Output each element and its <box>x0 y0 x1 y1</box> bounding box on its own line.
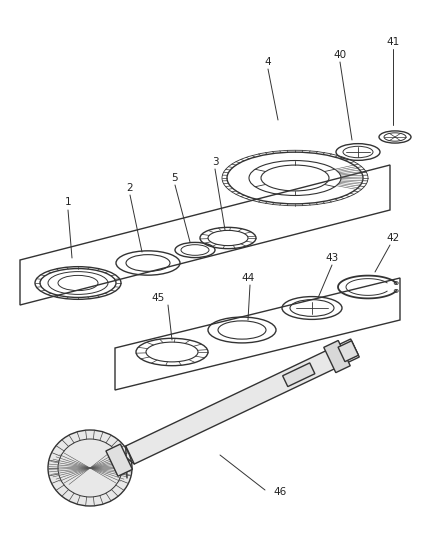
Text: 42: 42 <box>385 233 399 243</box>
Text: 41: 41 <box>385 37 399 47</box>
Text: 45: 45 <box>151 293 164 303</box>
Polygon shape <box>323 341 350 373</box>
Text: 3: 3 <box>211 157 218 167</box>
Text: 44: 44 <box>241 273 254 283</box>
Text: 46: 46 <box>273 487 286 497</box>
Text: 2: 2 <box>127 183 133 193</box>
Polygon shape <box>106 444 132 476</box>
Polygon shape <box>282 363 314 386</box>
Polygon shape <box>337 341 357 362</box>
Text: 1: 1 <box>64 197 71 207</box>
Text: 43: 43 <box>325 253 338 263</box>
Polygon shape <box>125 339 358 464</box>
Text: 40: 40 <box>333 50 346 60</box>
Text: 4: 4 <box>264 57 271 67</box>
Ellipse shape <box>48 430 132 506</box>
Text: 5: 5 <box>171 173 178 183</box>
